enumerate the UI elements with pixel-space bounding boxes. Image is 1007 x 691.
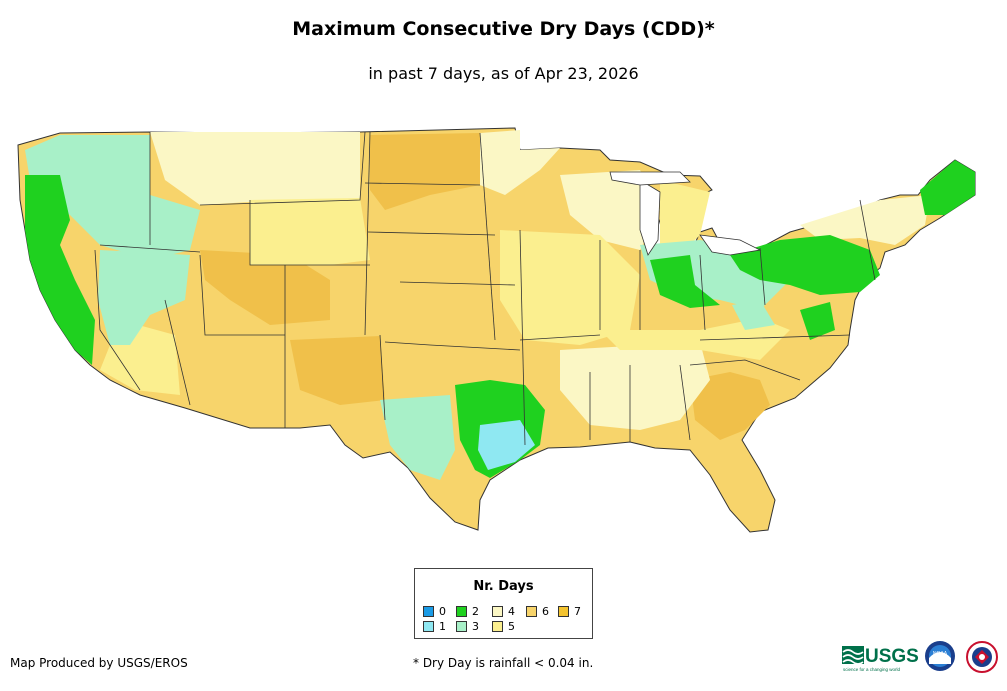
- legend-item-4: 4: [492, 605, 515, 618]
- legend-item-7: 7: [558, 605, 581, 618]
- legend-label: 1: [439, 620, 446, 633]
- legend-swatch: [558, 606, 569, 617]
- legend-swatch: [456, 621, 467, 632]
- map-subtitle: in past 7 days, as of Apr 23, 2026: [368, 64, 639, 83]
- legend-item-2: 2: [456, 605, 479, 618]
- legend-label: 3: [472, 620, 479, 633]
- usgs-tagline: science for a changing world: [843, 667, 901, 672]
- noaa-logo: NOAA: [925, 641, 955, 671]
- legend-swatch: [492, 621, 503, 632]
- usgs-wordmark: USGS: [865, 646, 919, 667]
- legend-swatch: [492, 606, 503, 617]
- legend-item-6: 6: [526, 605, 549, 618]
- map-credit: Map Produced by USGS/EROS: [10, 656, 188, 670]
- legend-item-0: 0: [423, 605, 446, 618]
- usgs-logo: USGS science for a changing world: [842, 646, 919, 672]
- cdd-4-days: [150, 130, 930, 430]
- legend-swatch: [423, 606, 434, 617]
- state-borders: [94, 131, 876, 446]
- legend-item-1: 1: [423, 620, 446, 633]
- legend-label: 7: [574, 605, 581, 618]
- legend-item-3: 3: [456, 620, 479, 633]
- cdd-7-days: [200, 133, 770, 440]
- us-cdd-map: [17, 127, 976, 533]
- cdd-1-days: [478, 420, 535, 470]
- noaa-wordmark: NOAA: [933, 651, 948, 657]
- legend-label: 0: [439, 605, 446, 618]
- legend-label: 5: [508, 620, 515, 633]
- legend: Nr. Days 0 1 2 3 4 5 6 7: [414, 568, 593, 639]
- great-lakes: [609, 171, 762, 256]
- legend-swatch: [526, 606, 537, 617]
- map-title: Maximum Consecutive Dry Days (CDD)*: [292, 18, 715, 40]
- legend-title: Nr. Days: [473, 579, 534, 594]
- legend-label: 4: [508, 605, 515, 618]
- legend-swatch: [423, 621, 434, 632]
- legend-swatch: [456, 606, 467, 617]
- agency-logos: USGS science for a changing world NOAA: [842, 641, 998, 673]
- cdd-3-days: [25, 135, 790, 480]
- legend-item-5: 5: [492, 620, 515, 633]
- legend-label: 2: [472, 605, 479, 618]
- nws-logo: [966, 641, 998, 673]
- legend-label: 6: [542, 605, 549, 618]
- footnote: * Dry Day is rainfall < 0.04 in.: [413, 656, 594, 670]
